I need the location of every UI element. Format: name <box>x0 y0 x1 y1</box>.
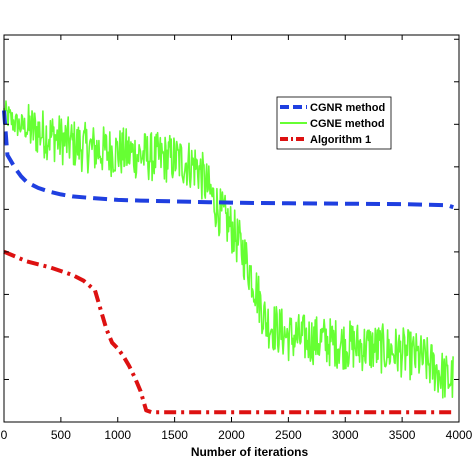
x-tick-label: 4000 <box>446 428 473 442</box>
legend-label: Algorithm 1 <box>310 134 371 146</box>
legend-label: CGNE method <box>310 118 385 130</box>
x-axis-title: Number of iterations <box>191 445 309 459</box>
legend-label: CGNR method <box>310 102 385 114</box>
x-tick-label: 500 <box>51 428 71 442</box>
legend: CGNR method CGNE method Algorithm 1 <box>276 96 392 150</box>
x-tick-label: 2000 <box>218 428 245 442</box>
series-layer <box>2 100 454 415</box>
x-tick-label: 3500 <box>389 428 416 442</box>
series-line-algorithm-1 <box>3 249 454 415</box>
series-line-cgne-method <box>3 100 454 399</box>
ticks-layer: 0 500 1000 1500 2000 2500 3000 3500 4000 <box>1 35 473 442</box>
x-tick-label: 2500 <box>275 428 302 442</box>
x-tick-label: 1000 <box>104 428 131 442</box>
x-tick-label: 3000 <box>332 428 359 442</box>
x-tick-label: 0 <box>1 428 8 442</box>
series-line-cgnr-method <box>2 110 454 210</box>
x-tick-label: 1500 <box>161 428 188 442</box>
